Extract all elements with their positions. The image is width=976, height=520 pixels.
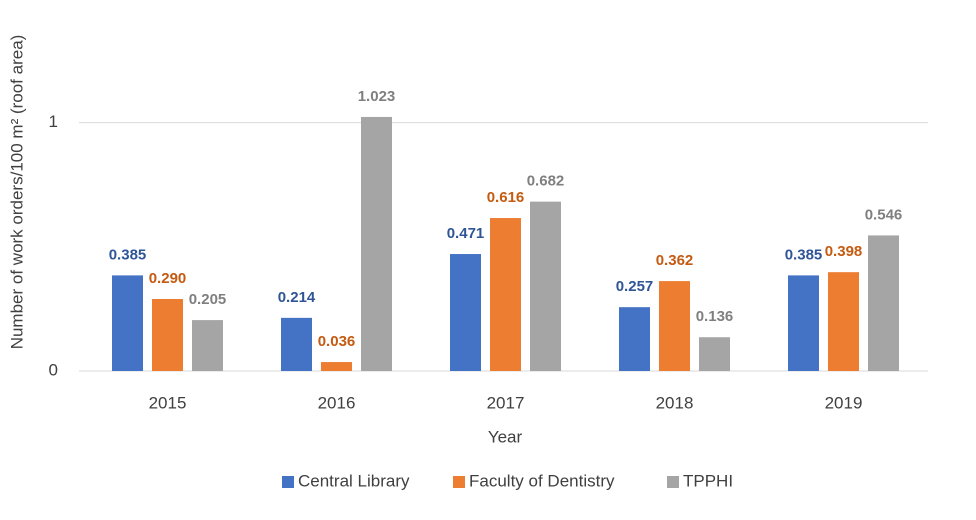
value-label: 0.214 — [278, 289, 316, 306]
legend-swatch — [282, 476, 294, 488]
value-label: 0.205 — [189, 291, 227, 308]
x-tick-label: 2018 — [656, 393, 694, 412]
x-tick-label: 2016 — [318, 393, 356, 412]
y-tick-label: 0 — [49, 360, 58, 379]
bar — [530, 201, 561, 371]
legend-swatch — [453, 476, 465, 488]
x-axis-label: Year — [488, 427, 523, 446]
value-label: 0.385 — [109, 246, 147, 263]
bar — [192, 320, 223, 371]
value-label: 0.385 — [785, 246, 823, 263]
value-label: 0.471 — [447, 225, 485, 242]
legend-swatch — [667, 476, 679, 488]
bar — [281, 317, 312, 371]
bar — [361, 116, 392, 371]
bar — [659, 281, 690, 371]
legend-label: Central Library — [298, 471, 410, 490]
bar — [828, 272, 859, 371]
legend-label: Faculty of Dentistry — [469, 471, 615, 490]
bar — [112, 275, 143, 371]
value-label: 0.616 — [487, 189, 525, 206]
value-label: 1.023 — [358, 88, 396, 105]
value-label: 0.398 — [825, 243, 863, 260]
y-axis-label: Number of work orders/100 m² (roof area) — [7, 35, 26, 350]
x-tick-label: 2017 — [487, 393, 525, 412]
value-label: 0.257 — [616, 278, 654, 295]
value-label: 0.682 — [527, 173, 565, 190]
bar — [450, 254, 481, 371]
value-label: 0.036 — [318, 333, 356, 350]
legend-label: TPPHI — [683, 471, 733, 490]
bar — [619, 307, 650, 371]
bar — [699, 337, 730, 371]
x-tick-label: 2015 — [149, 393, 187, 412]
value-label: 0.362 — [656, 252, 694, 269]
bar — [788, 275, 819, 371]
y-tick-label: 1 — [49, 112, 58, 131]
value-label: 0.136 — [696, 308, 734, 325]
bar — [321, 362, 352, 371]
x-tick-label: 2019 — [825, 393, 863, 412]
bar — [152, 298, 183, 371]
bar — [868, 235, 899, 371]
value-label: 0.546 — [865, 206, 903, 223]
bar — [490, 218, 521, 371]
value-label: 0.290 — [149, 270, 187, 287]
